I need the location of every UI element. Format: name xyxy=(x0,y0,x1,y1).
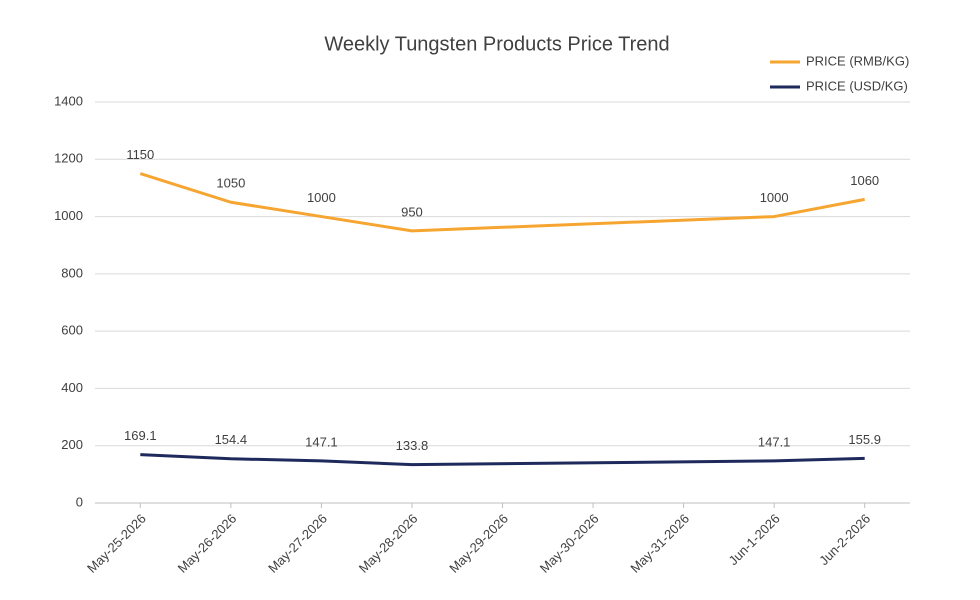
series-line xyxy=(139,172,865,233)
y-tick-label: 200 xyxy=(61,437,83,452)
y-tick-label: 0 xyxy=(76,494,83,509)
y-tick-label: 1400 xyxy=(54,93,83,108)
data-label: 154.4 xyxy=(215,432,248,447)
x-tick-label: Jun-2-2026 xyxy=(816,511,873,568)
y-tick-label: 600 xyxy=(61,323,83,338)
x-tick-label: May-25-2026 xyxy=(84,511,149,576)
series-line xyxy=(140,453,865,467)
x-tick-label: May-30-2026 xyxy=(537,511,602,576)
y-tick-label: 1200 xyxy=(54,151,83,166)
x-tick-label: May-26-2026 xyxy=(175,511,240,576)
data-label: 1060 xyxy=(850,173,879,188)
legend-label: PRICE (USD/KG) xyxy=(806,78,908,93)
data-label: 155.9 xyxy=(848,432,881,447)
data-label: 1150 xyxy=(126,147,154,162)
data-label: 133.8 xyxy=(396,438,429,453)
y-tick-label: 400 xyxy=(61,380,83,395)
chart-title: Weekly Tungsten Products Price Trend xyxy=(324,33,669,55)
data-label: 1000 xyxy=(760,190,789,205)
x-tick-label: May-27-2026 xyxy=(265,511,330,576)
x-tick-label: May-29-2026 xyxy=(446,511,511,576)
data-label: 147.1 xyxy=(305,434,338,449)
legend-label: PRICE (RMB/KG) xyxy=(806,53,909,68)
data-label: 147.1 xyxy=(758,434,791,449)
x-tick-label: May-31-2026 xyxy=(627,511,692,576)
data-label: 950 xyxy=(401,204,423,219)
y-tick-label: 800 xyxy=(61,265,83,280)
y-tick-label: 1000 xyxy=(54,208,83,223)
data-label: 1000 xyxy=(307,190,336,205)
x-tick-label: Jun-1-2026 xyxy=(726,511,783,568)
data-label: 169.1 xyxy=(124,428,157,443)
data-label: 1050 xyxy=(216,176,245,191)
x-tick-label: May-28-2026 xyxy=(356,511,421,576)
